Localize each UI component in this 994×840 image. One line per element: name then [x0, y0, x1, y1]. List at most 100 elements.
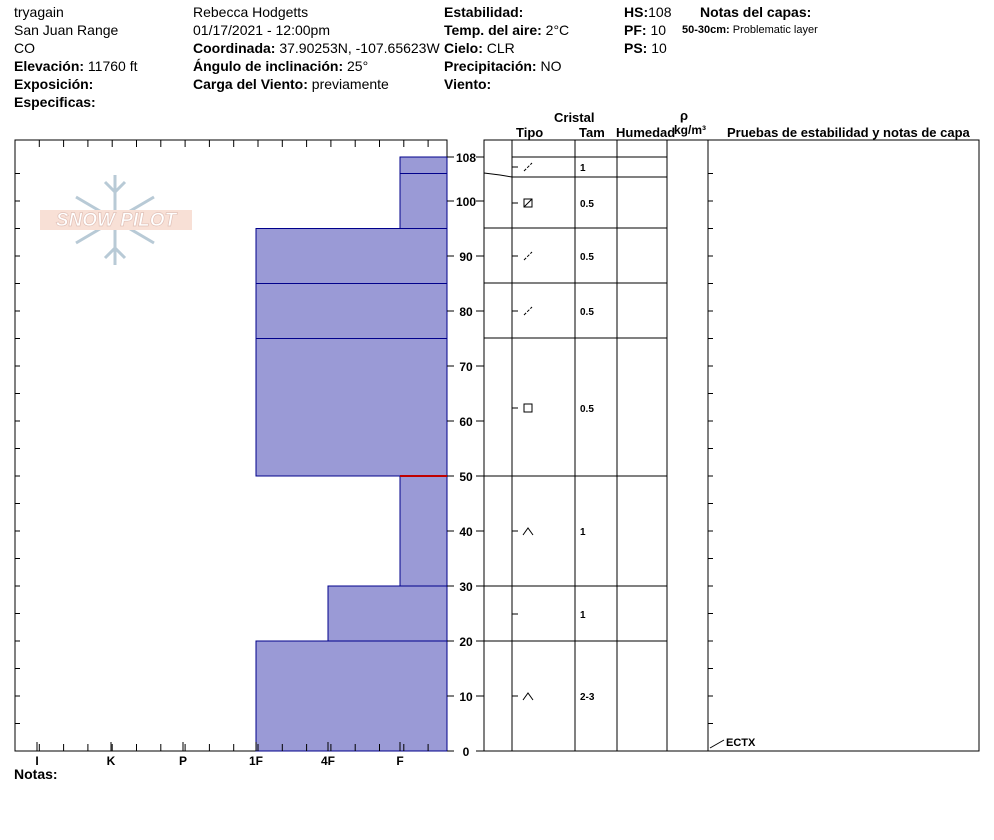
table-connector — [483, 172, 513, 178]
layer-note: 50-30cm: Problematic layer — [682, 24, 818, 36]
layer-bar — [399, 475, 448, 587]
y-tick-label: 30 — [459, 580, 473, 594]
x-tick-label: 4F — [321, 754, 335, 768]
pf-label: PF: — [624, 22, 647, 38]
grain-size-label: 0.5 — [580, 404, 594, 415]
wind-load-label: Carga del Viento: — [193, 76, 308, 92]
size-header: Tam — [579, 125, 605, 140]
sky-value: CLR — [486, 40, 515, 56]
grain-size-label: 2-3 — [580, 692, 595, 703]
slope-label: Ángulo de inclinación: — [193, 58, 344, 74]
rounding-faceted-grain-icon — [523, 198, 533, 208]
coord-value: 37.90253N, -107.65623W — [279, 40, 440, 56]
aspect-label: Exposición: — [14, 76, 94, 92]
x-tick-label: P — [179, 754, 187, 768]
grain-size-label: 0.5 — [580, 252, 594, 263]
ectx-arrow — [709, 739, 725, 749]
ps-value: 10 — [651, 40, 667, 56]
pf: PF: 10 — [624, 22, 666, 38]
crystal-header: Cristal — [554, 110, 595, 125]
layer-table-frame — [483, 139, 980, 752]
layer-bar — [255, 283, 448, 339]
sky: Cielo: CLR — [444, 40, 515, 56]
elevation-value: 11760 ft — [87, 58, 138, 74]
x-tick-label: K — [107, 754, 116, 768]
snowpilot-logo: SNOW PILOT — [40, 175, 192, 265]
ectx-label: ECTX — [726, 737, 756, 749]
layer-note-text: Problematic layer — [732, 24, 818, 36]
air-temp: Temp. del aire: 2°C — [444, 22, 569, 38]
user-name: tryagain — [14, 4, 64, 20]
depth-hoar-icon — [522, 527, 534, 536]
y-tick-label: 70 — [459, 360, 473, 374]
air-temp-value: 2°C — [545, 22, 570, 38]
grain-size-label: 0.5 — [580, 307, 594, 318]
coordinates: Coordinada: 37.90253N, -107.65623W — [193, 40, 440, 56]
pf-value: 10 — [650, 22, 667, 38]
y-tick-label: 10 — [459, 690, 473, 704]
precipitation: Precipitación: NO — [444, 58, 561, 74]
layer-bar — [399, 173, 448, 229]
layer-bar — [399, 156, 448, 174]
y-tick-label: 100 — [456, 195, 476, 209]
y-tick-label: 40 — [459, 525, 473, 539]
layer-note-range: 50-30cm: — [682, 24, 730, 36]
precip-label: Precipitación: — [444, 58, 537, 74]
y-tick-label: 0 — [463, 745, 470, 759]
rounding-faceted-grain-icon-slash — [523, 198, 533, 208]
air-temp-label: Temp. del aire: — [444, 22, 542, 38]
depth-hoar-icon — [522, 692, 534, 701]
decomposed-grain-icon — [523, 306, 533, 316]
y-tick-label: 60 — [459, 415, 473, 429]
rho-header: ρ — [680, 108, 689, 123]
logo-text: SNOW PILOT — [56, 210, 178, 231]
specifics-label: Especificas: — [14, 94, 96, 110]
hs-label: HS: — [624, 4, 649, 20]
hs-value: 108 — [648, 4, 672, 20]
density-unit: kg/m³ — [674, 123, 707, 137]
mountain-range: San Juan Range — [14, 22, 119, 38]
sky-label: Cielo: — [444, 40, 483, 56]
stability-label: Estabilidad: — [444, 4, 524, 20]
y-tick-label: 80 — [459, 305, 473, 319]
y-tick-label: 50 — [459, 470, 473, 484]
y-tick-label: 90 — [459, 250, 473, 264]
wind-load-value: previamente — [311, 76, 389, 92]
layer-bar — [255, 338, 448, 477]
decomposed-grain-icon — [523, 251, 533, 261]
slope-value: 25° — [347, 58, 369, 74]
grain-size-label: 1 — [580, 163, 586, 174]
grain-size-label: 1 — [580, 527, 586, 538]
x-tick-label: F — [396, 754, 403, 768]
layer-bar — [327, 585, 448, 642]
y-tick-label: 108 — [456, 151, 476, 165]
coord-label: Coordinada: — [193, 40, 276, 56]
grain-size-label: 1 — [580, 610, 586, 621]
hs: HS:108 — [624, 4, 671, 20]
precip-value: NO — [540, 58, 562, 74]
notes-label: Notas: — [14, 766, 58, 782]
x-tick-label: I — [35, 754, 38, 768]
type-header: Tipo — [516, 125, 544, 140]
ps-label: PS: — [624, 40, 648, 56]
moisture-header: Humedad — [616, 125, 676, 140]
observer: Rebecca Hodgetts — [193, 4, 309, 20]
layer-notes-title: Notas del capas: — [700, 4, 812, 20]
decomposed-grain-icon — [523, 162, 533, 172]
tests-header: Pruebas de estabilidad y notas de capa — [727, 125, 970, 140]
faceted-grain-icon — [523, 403, 533, 413]
ps: PS: 10 — [624, 40, 667, 56]
wind-load: Carga del Viento: previamente — [193, 76, 389, 92]
grain-size-label: 0.5 — [580, 199, 594, 210]
elevation: Elevación: 11760 ft — [14, 58, 137, 74]
state: CO — [14, 40, 35, 56]
layer-bar — [255, 228, 448, 284]
layer-bar — [255, 640, 448, 752]
y-tick-label: 20 — [459, 635, 473, 649]
datetime: 01/17/2021 - 12:00pm — [193, 22, 330, 38]
wind-label: Viento: — [444, 76, 492, 92]
elevation-label: Elevación: — [14, 58, 85, 74]
x-tick-label: 1F — [249, 754, 263, 768]
slope: Ángulo de inclinación: 25° — [193, 58, 368, 74]
